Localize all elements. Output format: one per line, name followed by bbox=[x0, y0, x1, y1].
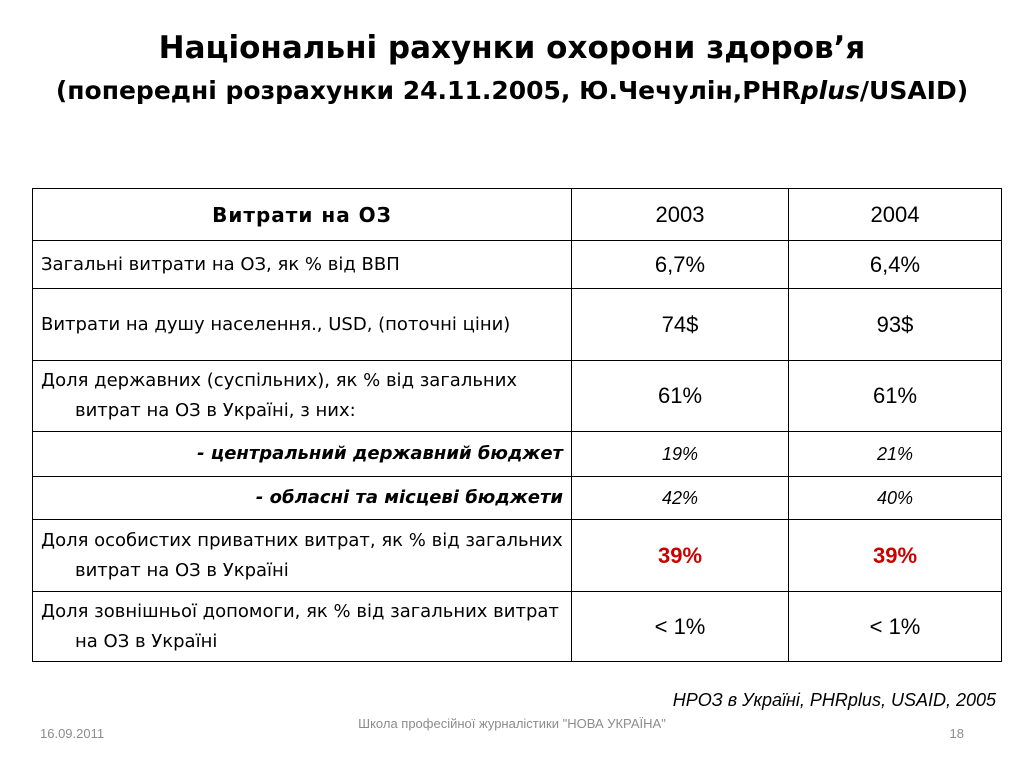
health-expenditure-table: Витрати на ОЗ 2003 2004 Загальні витрати… bbox=[32, 188, 1002, 662]
value-2004: 61% bbox=[788, 360, 1002, 432]
table-header-row: Витрати на ОЗ 2003 2004 bbox=[32, 188, 1002, 241]
footer-center: Школа професійної журналістики "НОВА УКР… bbox=[358, 716, 666, 731]
value-2004: 40% bbox=[788, 476, 1002, 520]
value-2003: 19% bbox=[571, 431, 789, 477]
row-label-local-budgets: - обласні та місцеві бюджети bbox=[32, 476, 572, 520]
header-expenditure: Витрати на ОЗ bbox=[32, 188, 572, 241]
table-row: Доля державних (суспільних), як % від за… bbox=[32, 360, 1002, 432]
value-2004: 6,4% bbox=[788, 240, 1002, 289]
table-row: Доля особистих приватних витрат, як % ві… bbox=[32, 519, 1002, 592]
footer-date: 16.09.2011 bbox=[40, 726, 105, 741]
table-row: Доля зовнішньої допомоги, як % від загал… bbox=[32, 591, 1002, 662]
slide-number: 18 bbox=[949, 726, 964, 741]
table-row: Витрати на душу населення., USD, (поточн… bbox=[32, 288, 1002, 361]
row-label-text: Доля зовнішньої допомоги, як % від загал… bbox=[41, 600, 559, 652]
header-2003: 2003 bbox=[571, 188, 789, 241]
row-label: Доля державних (суспільних), як % від за… bbox=[32, 360, 572, 432]
row-label-text: Витрати на душу населення., USD, (поточн… bbox=[41, 313, 511, 335]
subtitle-italic: plus bbox=[800, 76, 860, 105]
value-2004: < 1% bbox=[788, 591, 1002, 662]
row-label: Доля особистих приватних витрат, як % ві… bbox=[32, 519, 572, 592]
source-note: НРОЗ в Україні, PHRplus, USAID, 2005 bbox=[672, 690, 996, 710]
slide-subtitle: (попередні розрахунки 24.11.2005, Ю.Чечу… bbox=[0, 74, 1024, 108]
value-2003: < 1% bbox=[571, 591, 789, 662]
row-label: Загальні витрати на ОЗ, як % від ВВП bbox=[32, 240, 572, 289]
value-2003: 6,7% bbox=[571, 240, 789, 289]
value-2004: 93$ bbox=[788, 288, 1002, 361]
value-2003: 42% bbox=[571, 476, 789, 520]
table-row: - центральний державний бюджет 19% 21% bbox=[32, 431, 1002, 477]
row-label-central-budget: - центральний державний бюджет bbox=[32, 431, 572, 477]
value-2003-highlight: 39% bbox=[571, 519, 789, 592]
table-row: - обласні та місцеві бюджети 42% 40% bbox=[32, 476, 1002, 520]
subtitle-end: /USAID) bbox=[859, 76, 969, 105]
subtitle-main: (попередні розрахунки 24.11.2005, Ю.Чечу… bbox=[55, 76, 801, 105]
value-2003: 61% bbox=[571, 360, 789, 432]
row-label-text: Загальні витрати на ОЗ, як % від ВВП bbox=[41, 253, 400, 275]
table-row: Загальні витрати на ОЗ, як % від ВВП 6,7… bbox=[32, 240, 1002, 289]
row-label-text: Доля особистих приватних витрат, як % ві… bbox=[41, 529, 563, 581]
value-2003: 74$ bbox=[571, 288, 789, 361]
value-2004: 21% bbox=[788, 431, 1002, 477]
row-label: Доля зовнішньої допомоги, як % від загал… bbox=[32, 591, 572, 662]
header-2004: 2004 bbox=[788, 188, 1002, 241]
slide-title: Національні рахунки охорони здоров’я bbox=[158, 30, 866, 66]
row-label: Витрати на душу населення., USD, (поточн… bbox=[32, 288, 572, 361]
value-2004-highlight: 39% bbox=[788, 519, 1002, 592]
row-label-text: Доля державних (суспільних), як % від за… bbox=[41, 370, 518, 421]
